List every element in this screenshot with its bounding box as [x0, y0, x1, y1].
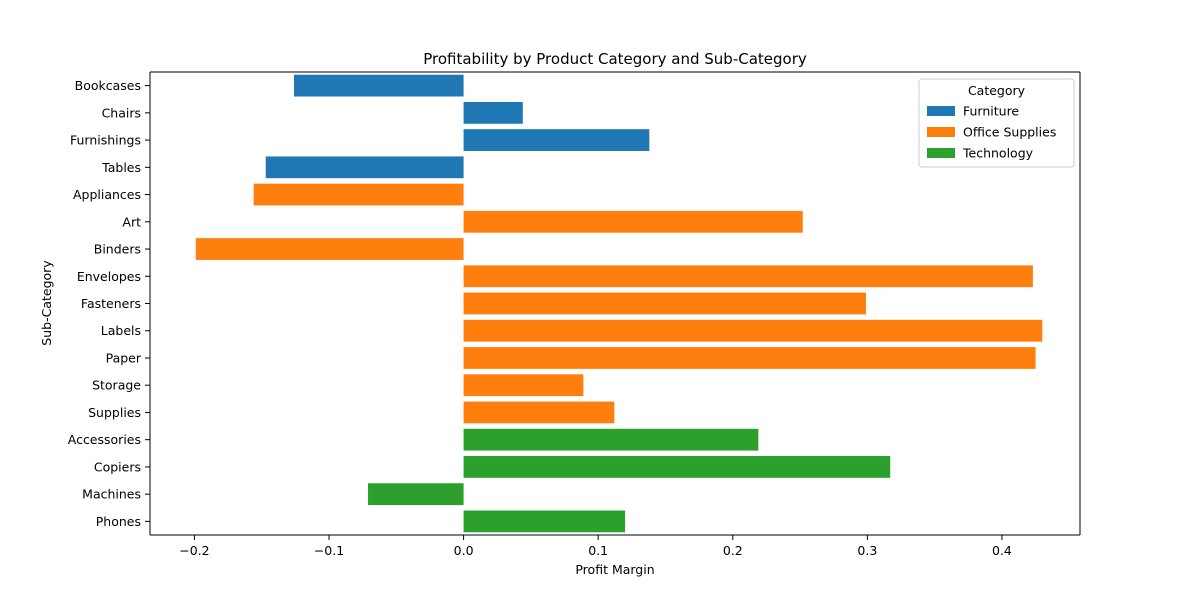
y-tick-label: Tables: [101, 160, 141, 175]
bar-art: [463, 210, 803, 233]
legend-title: Category: [968, 83, 1026, 98]
y-tick-label: Fasteners: [81, 296, 141, 311]
y-tick-label: Envelopes: [77, 269, 141, 284]
bar-binders: [195, 238, 464, 260]
x-axis-label: Profit Margin: [575, 562, 654, 577]
bar-furnishings: [463, 129, 650, 151]
bar-accessories: [463, 428, 759, 451]
x-tick-label: 0.3: [857, 543, 877, 558]
legend-entry: Furniture: [963, 104, 1019, 119]
y-tick-label: Copiers: [94, 459, 141, 474]
legend-entry: Technology: [962, 146, 1034, 161]
legend-frame: [918, 78, 1075, 168]
y-tick-label: Labels: [101, 323, 141, 338]
x-tick-label: −0.2: [179, 543, 209, 558]
x-tick-label: 0.4: [992, 543, 1012, 558]
bar-supplies: [463, 401, 615, 424]
legend-swatch: [927, 127, 955, 137]
bar-tables: [265, 156, 464, 179]
y-tick-label: Bookcases: [75, 78, 141, 93]
plot-area: Bookcases Chairs Furnishings Tables Applianc…: [68, 71, 1081, 558]
legend-entry: Office Supplies: [963, 125, 1056, 140]
legend-swatch: [927, 106, 955, 116]
bar-bookcases: [294, 74, 464, 97]
y-axis-label: Sub-Category: [39, 260, 54, 346]
bar-appliances: [253, 183, 464, 206]
x-tick-label: 0.2: [723, 543, 743, 558]
y-tick-label: Accessories: [68, 432, 141, 447]
y-tick-label: Furnishings: [70, 133, 141, 148]
x-tick-label: 0.1: [588, 543, 608, 558]
bar-machines: [368, 483, 464, 506]
legend-swatch: [927, 148, 955, 158]
legend: Category Furniture Office Supplies Technolo…: [918, 78, 1075, 168]
bar-envelopes: [463, 265, 1033, 288]
y-tick-label: Appliances: [73, 187, 141, 202]
y-tick-label: Binders: [94, 242, 141, 257]
y-tick-label: Paper: [106, 350, 142, 365]
y-tick-label: Chairs: [102, 105, 141, 120]
bar-labels: [463, 319, 1043, 342]
x-tick-label: 0.0: [454, 543, 474, 558]
y-tick-label: Machines: [82, 487, 141, 502]
y-tick-label: Supplies: [88, 405, 141, 420]
bar-storage: [463, 374, 584, 397]
chart-title: Profitability by Product Category and Su…: [423, 50, 807, 68]
bar-phones: [463, 510, 626, 533]
y-tick-label: Art: [122, 214, 141, 229]
y-tick-label: Storage: [92, 378, 141, 393]
x-tick-label: −0.1: [314, 543, 344, 558]
bar-chairs: [463, 101, 523, 124]
bar-fasteners: [463, 292, 867, 315]
y-tick-label: Phones: [96, 514, 141, 529]
bar-paper: [463, 347, 1036, 369]
bar-copiers: [463, 456, 891, 478]
